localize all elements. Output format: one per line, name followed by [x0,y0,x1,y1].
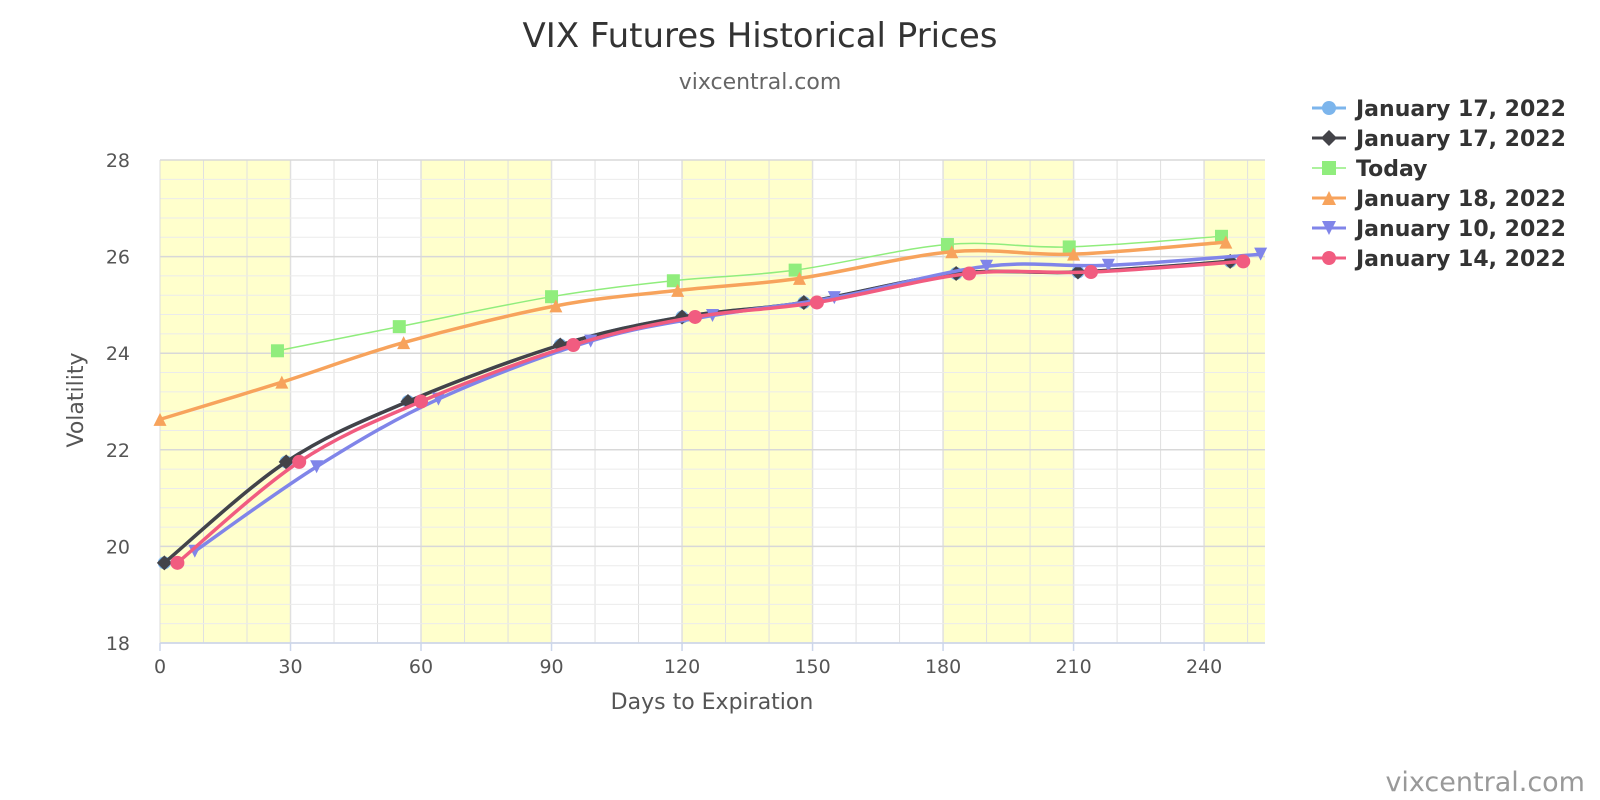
y-tick-label: 18 [106,633,130,655]
series-point[interactable] [270,344,284,358]
series-point[interactable] [392,320,406,334]
y-tick-label: 28 [106,150,130,172]
plot-band-4 [1204,160,1265,643]
series-point[interactable] [397,336,411,350]
series-point[interactable] [545,290,559,304]
x-axis-title: Days to Expiration [611,690,814,715]
series-point[interactable] [793,271,807,285]
series-point[interactable] [809,295,824,310]
series-point[interactable] [188,544,202,558]
series-point[interactable] [1101,258,1115,272]
plot-band-3 [943,160,1074,643]
x-tick-label: 240 [1186,656,1222,678]
x-tick-label: 180 [925,656,961,678]
legend-label: January 14, 2022 [1354,247,1566,272]
legend-item[interactable]: Today [1312,157,1427,182]
chart-subtitle: vixcentral.com [679,70,842,95]
series-point[interactable] [666,274,680,288]
legend: January 17, 2022 January 17, 2022 Today Jan… [1312,97,1566,272]
legend-marker[interactable] [1322,251,1336,265]
series-point[interactable] [980,259,994,273]
series-point[interactable] [549,299,563,313]
legend-marker[interactable] [1322,101,1336,115]
x-tick-label: 0 [154,656,166,678]
legend-item[interactable]: January 18, 2022 [1312,187,1566,212]
legend-label: January 17, 2022 [1354,127,1566,152]
plot-bands [160,160,1265,643]
series-point[interactable] [1254,247,1268,261]
legend-marker[interactable] [1321,130,1337,146]
y-tick-label: 22 [106,440,130,462]
y-tick-label: 20 [106,536,130,558]
series-point[interactable] [945,245,959,259]
series-point[interactable] [1067,247,1081,261]
legend-item[interactable]: January 17, 2022 [1312,127,1566,152]
legend-marker[interactable] [1322,191,1336,205]
plot-band-2 [682,160,813,643]
x-tick-label: 150 [794,656,830,678]
series-point[interactable] [788,263,802,277]
series-point[interactable] [1236,254,1251,269]
legend-item[interactable]: January 14, 2022 [1312,247,1566,272]
plot-grid [160,159,1265,644]
series-point[interactable] [962,266,977,281]
y-tick-label: 26 [106,247,130,269]
legend-item[interactable]: January 17, 2022 [1312,97,1566,122]
legend-label: January 18, 2022 [1354,187,1566,212]
series-point[interactable] [278,454,294,470]
legend-label: Today [1356,157,1427,182]
y-tick-label: 24 [106,343,130,365]
legend-marker[interactable] [1322,221,1336,235]
x-tick-label: 90 [539,656,563,678]
legend-label: January 10, 2022 [1354,217,1566,242]
series-point[interactable] [1083,265,1098,280]
series-point[interactable] [566,337,581,352]
chart-credit[interactable]: vixcentral.com [1385,767,1585,798]
series-point[interactable] [688,309,703,324]
series-point[interactable] [1219,235,1233,249]
x-tick-label: 210 [1055,656,1091,678]
series-line[interactable] [276,235,1223,352]
series-layer [153,229,1268,571]
series-3 [153,235,1233,426]
y-axis-title: Volatility [64,352,89,447]
series-point[interactable] [310,460,324,474]
series-point[interactable] [414,394,429,409]
x-tick-label: 30 [278,656,302,678]
series-point[interactable] [156,555,172,571]
series-point[interactable] [275,375,289,389]
legend-item[interactable]: January 10, 2022 [1312,217,1566,242]
series-point[interactable] [671,283,685,297]
legend-marker[interactable] [1322,161,1336,175]
series-5 [170,254,1251,570]
plot-band-0 [160,160,291,643]
series-point[interactable] [292,454,307,469]
x-tick-label: 120 [664,656,700,678]
x-tick-label: 60 [409,656,433,678]
series-point[interactable] [170,555,185,570]
plot-band-1 [421,160,552,643]
legend-label: January 17, 2022 [1354,97,1566,122]
series-point[interactable] [153,412,167,426]
chart-title: VIX Futures Historical Prices [523,16,998,56]
axes: 0 30 60 90 120 150 180 210 240 18 20 22 24 26 28 [106,150,1265,678]
